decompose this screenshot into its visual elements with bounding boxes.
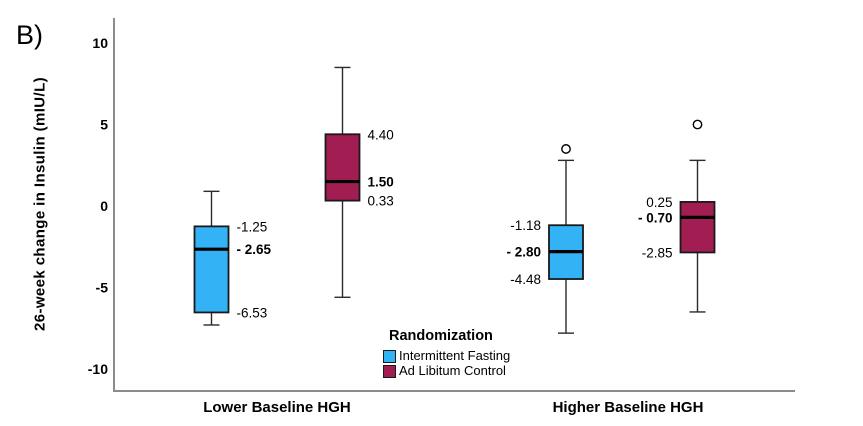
median-value-label: - 2.65 <box>237 242 272 257</box>
x-category-label-higher: Higher Baseline HGH <box>552 399 704 416</box>
median-value-label: - 2.80 <box>506 245 541 260</box>
legend-swatch-maroon <box>383 364 396 378</box>
q3-value-label: -1.25 <box>237 219 268 234</box>
y-tick-label: 5 <box>100 117 108 133</box>
y-tick-label: -10 <box>88 361 108 377</box>
legend-item-label: Intermittent Fasting <box>399 348 511 363</box>
legend-item-ad-libitum-control: Ad Libitum Control <box>383 364 510 378</box>
q3-value-label: -1.18 <box>510 218 541 233</box>
outlier-point <box>561 144 571 154</box>
q1-value-label: -6.53 <box>237 305 268 320</box>
x-category-label-lower: Lower Baseline HGH <box>203 399 351 416</box>
q1-value-label: -4.48 <box>510 272 541 287</box>
median-value-label: 1.50 <box>368 175 394 190</box>
legend-item-label: Ad Libitum Control <box>399 363 506 378</box>
outlier-point <box>692 119 703 130</box>
legend: Randomization Intermittent Fasting Ad Li… <box>383 328 510 379</box>
q3-value-label: 4.40 <box>368 127 394 142</box>
q1-value-label: 0.33 <box>368 194 394 209</box>
median-value-label: - 0.70 <box>638 210 673 225</box>
q3-value-label: 0.25 <box>646 195 672 210</box>
box <box>324 133 361 202</box>
y-tick-label: -5 <box>96 280 109 296</box>
box <box>679 201 716 254</box>
legend-swatch-blue <box>383 349 396 363</box>
legend-item-intermittent-fasting: Intermittent Fasting <box>383 349 510 363</box>
y-tick-label: 0 <box>100 198 108 214</box>
q1-value-label: -2.85 <box>642 245 673 260</box>
figure-panel-label: B) <box>16 20 43 50</box>
box <box>193 225 230 314</box>
legend-title: Randomization <box>389 328 493 344</box>
y-tick-label: 10 <box>92 35 108 51</box>
